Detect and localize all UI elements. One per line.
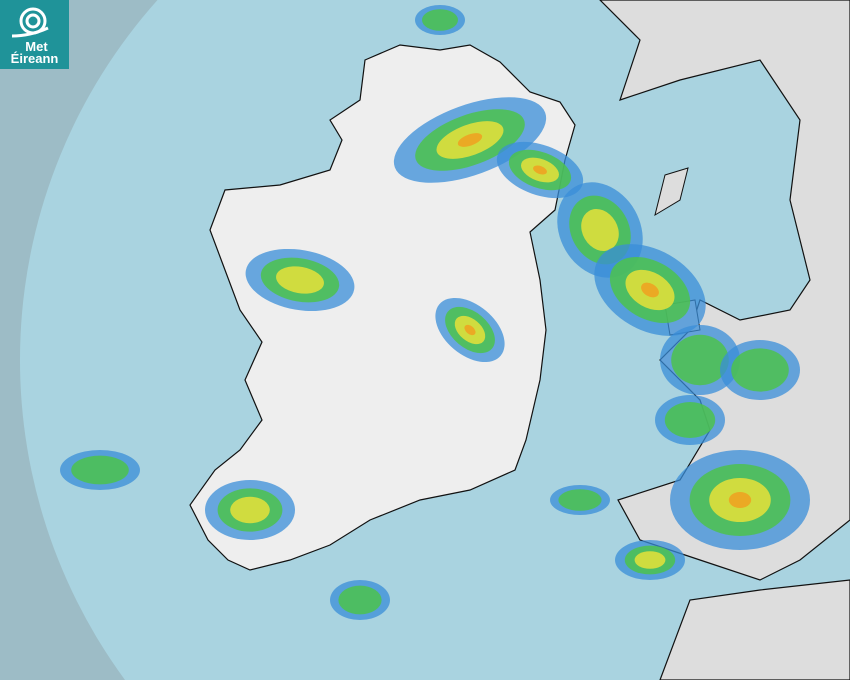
logo-text-met: Met: [25, 39, 48, 54]
rain-echo: [641, 282, 659, 298]
rain-echo: [664, 402, 716, 438]
rain-echo: [581, 209, 619, 251]
logo-text-eireann: Éireann: [10, 51, 59, 66]
ireland-landmass: [189, 44, 576, 571]
cornwall-landmass: [659, 579, 850, 680]
rain-echo: [558, 489, 602, 511]
rain-echo: [464, 324, 476, 336]
rain-echo: [731, 348, 789, 392]
rain-echo: [671, 334, 729, 386]
rain-echo: [634, 551, 666, 569]
isle-of-man: [654, 167, 689, 217]
met-eireann-logo: Met Éireann: [0, 0, 69, 69]
rain-echo: [533, 165, 547, 175]
rain-echo: [276, 266, 324, 294]
rain-echo: [457, 133, 483, 147]
swirl-logo-icon: [11, 7, 49, 38]
rain-echo: [230, 496, 270, 524]
rain-echo: [71, 455, 129, 485]
rain-echoes: [60, 5, 810, 620]
rain-echo: [338, 585, 382, 615]
rain-echo: [422, 9, 458, 31]
rain-echo: [728, 492, 752, 508]
